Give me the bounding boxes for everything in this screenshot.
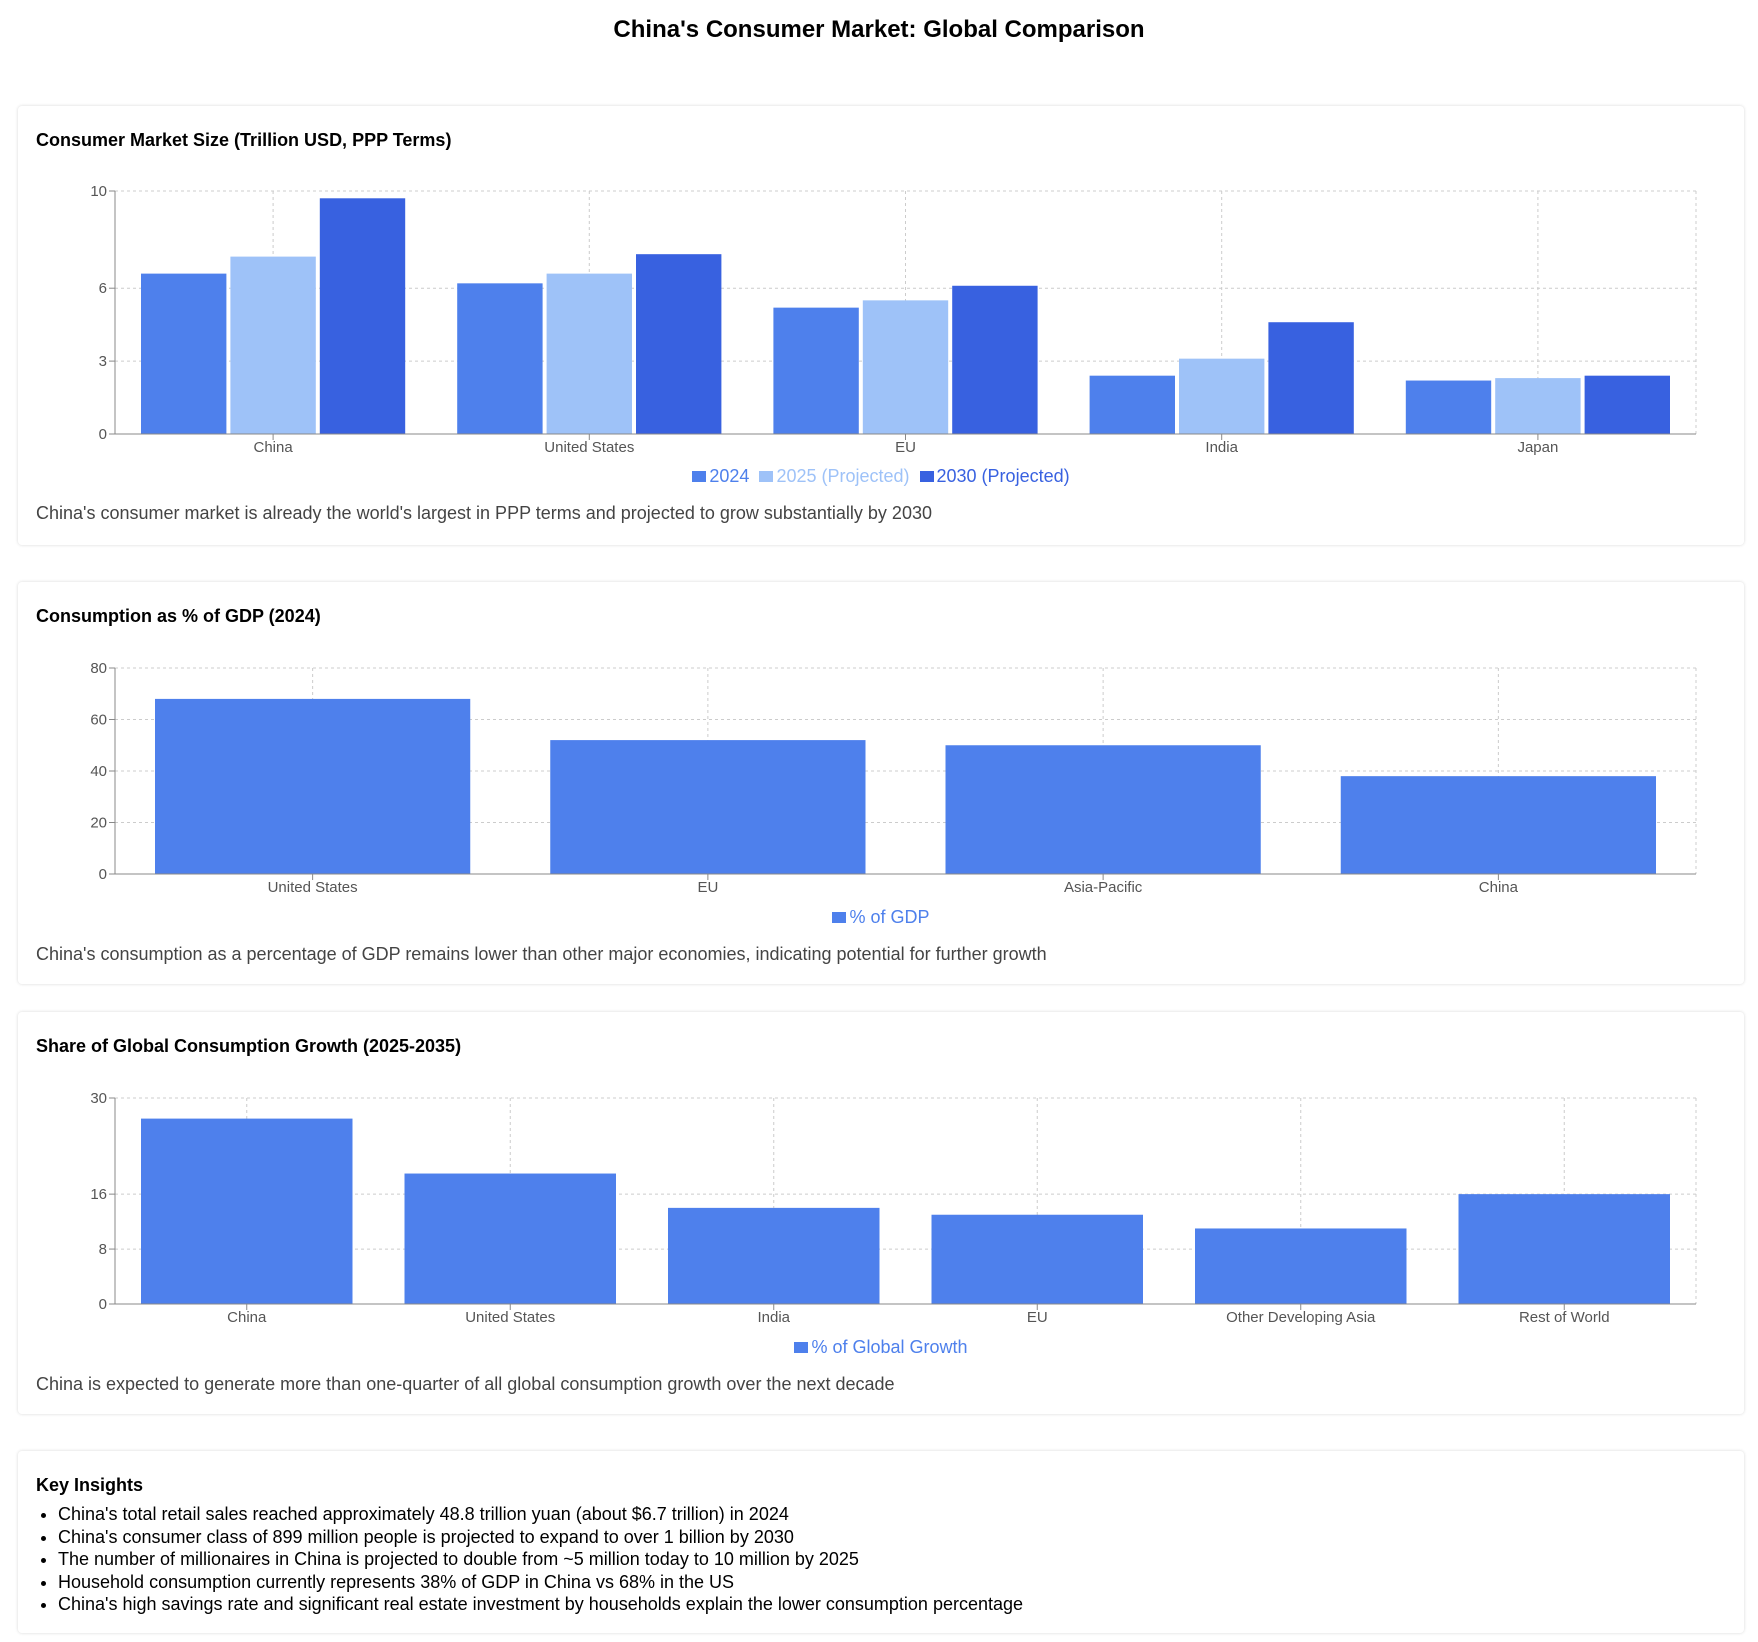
y-tick-label: 0 [99,426,107,443]
insight-item: China's high savings rate and significan… [58,1593,1023,1616]
y-tick-label: 0 [99,866,107,883]
legend-item[interactable]: % of Global Growth [794,1337,968,1358]
chart-caption: China's consumption as a percentage of G… [36,944,1047,964]
chart-legend: % of Global Growth [18,1337,1744,1358]
legend-item[interactable]: % of GDP [832,907,930,928]
consumption-gdp-chart: 0 20 40 60 80 United States EU Asia-Pacific Chin… [90,660,1697,896]
bar [155,698,471,874]
bar [230,256,316,434]
legend-swatch [759,471,774,482]
bar [773,307,859,434]
x-tick-label: Rest of World [1519,1309,1610,1326]
bar [668,1207,880,1304]
x-tick-label: United States [268,879,358,896]
legend-swatch [794,1342,809,1353]
bar [931,1214,1143,1304]
chart-title: Share of Global Consumption Growth (2025… [36,1036,462,1056]
bar [1495,378,1581,434]
x-tick-label: China [1479,879,1519,896]
legend-item[interactable]: 2024 [692,466,749,487]
bar [550,740,866,874]
y-tick-label: 0 [99,1296,107,1313]
x-tick-label: India [1205,439,1238,456]
bar [319,198,406,434]
insight-item: China's consumer class of 899 million pe… [58,1526,1023,1549]
x-tick-label: EU [895,439,916,456]
bar [1584,375,1670,434]
legend-item[interactable]: 2025 (Projected) [759,466,910,487]
x-tick-label: Japan [1517,439,1558,456]
bar [1340,776,1656,874]
legend-item[interactable]: 2030 (Projected) [919,466,1070,487]
bar [952,285,1038,434]
y-tick-label: 16 [90,1186,107,1203]
insight-item: China's total retail sales reached appro… [58,1503,1023,1526]
bar [636,254,722,434]
chart-card-market-size: Consumer Market Size (Trillion USD, PPP … [18,106,1744,545]
bar [1405,380,1492,434]
y-tick-label: 8 [99,1241,107,1258]
global-growth-chart: 0 8 16 30 China United States India EU Other Dev… [90,1090,1697,1326]
chart-card-consumption-gdp: Consumption as % of GDP (2024) 0 20 40 60 80… [18,582,1744,984]
y-tick-label: 80 [90,660,107,677]
chart-title: Consumption as % of GDP (2024) [36,606,321,626]
bar [546,273,632,434]
x-tick-label: China [227,1309,267,1326]
legend-label: 2030 (Projected) [936,466,1070,486]
page-title: China's Consumer Market: Global Comparis… [613,16,1145,43]
bar [1195,1228,1407,1304]
bar [945,745,1261,874]
bar [1458,1194,1670,1304]
legend-swatch [832,912,847,923]
x-tick-label: Other Developing Asia [1226,1309,1376,1326]
y-tick-label: 20 [90,815,107,832]
y-tick-label: 3 [99,353,107,370]
x-tick-label: China [253,439,293,456]
key-insights-card: Key Insights China's total retail sales … [18,1451,1744,1633]
y-tick-label: 60 [90,712,107,729]
insight-item: The number of millionaires in China is p… [58,1548,1023,1571]
chart-legend: 2024 2025 (Projected) 2030 (Projected) [18,466,1744,487]
bar [1179,358,1265,434]
legend-label: 2025 (Projected) [776,466,910,486]
x-tick-label: EU [1027,1309,1048,1326]
x-tick-label: Asia-Pacific [1064,879,1143,896]
insights-list: China's total retail sales reached appro… [18,1503,1023,1616]
bar [1268,322,1354,434]
insights-title: Key Insights [36,1475,144,1495]
x-tick-label: EU [697,879,718,896]
chart-caption: China's consumer market is already the w… [36,503,932,523]
insight-item: Household consumption currently represen… [58,1571,1023,1594]
y-tick-label: 30 [90,1090,107,1107]
legend-label: % of GDP [849,907,930,927]
legend-label: % of Global Growth [811,1337,968,1357]
chart-caption: China is expected to generate more than … [36,1374,895,1394]
bar [141,273,227,434]
bar [457,283,543,434]
y-tick-label: 6 [99,280,107,297]
chart-card-global-growth: Share of Global Consumption Growth (2025… [18,1012,1744,1414]
x-tick-label: United States [465,1309,555,1326]
legend-swatch [692,471,707,482]
bar [1089,375,1175,434]
x-tick-label: India [757,1309,790,1326]
legend-swatch [919,471,934,482]
bar [141,1118,353,1304]
y-tick-label: 10 [90,183,107,200]
chart-title: Consumer Market Size (Trillion USD, PPP … [36,130,452,150]
market-size-chart: 0 3 6 10 China United States EU India Japan [90,183,1697,456]
x-tick-label: United States [544,439,634,456]
legend-label: 2024 [709,466,750,486]
y-tick-label: 40 [90,763,107,780]
chart-legend: % of GDP [18,907,1744,928]
bar [862,300,949,434]
bar [404,1173,616,1304]
